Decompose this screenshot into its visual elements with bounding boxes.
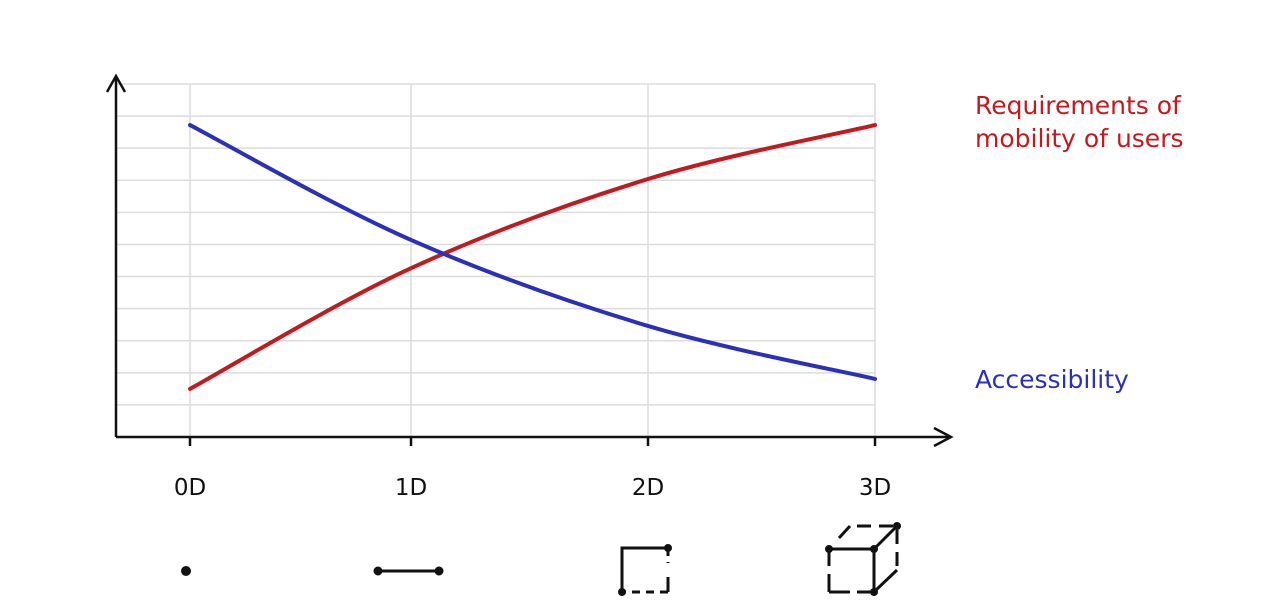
x-tick-label: 1D — [395, 475, 427, 501]
point-icon — [181, 566, 191, 576]
series-label: Requirements of mobility of users — [975, 91, 1184, 154]
x-tick-label: 0D — [174, 475, 206, 501]
x-tick-label: 3D — [859, 475, 891, 501]
square-icon — [618, 544, 672, 596]
series-label: Accessibility — [975, 364, 1129, 394]
cube-icon — [825, 522, 901, 596]
y-axis-arrow — [105, 73, 127, 93]
series-line — [188, 123, 877, 381]
grid — [116, 83, 876, 437]
x-tick-label: 2D — [632, 475, 664, 501]
series-line — [188, 123, 877, 391]
dimension-icons — [181, 522, 901, 596]
x-axis-arrow — [933, 426, 954, 448]
axes — [105, 73, 954, 448]
line-icon — [373, 566, 444, 576]
